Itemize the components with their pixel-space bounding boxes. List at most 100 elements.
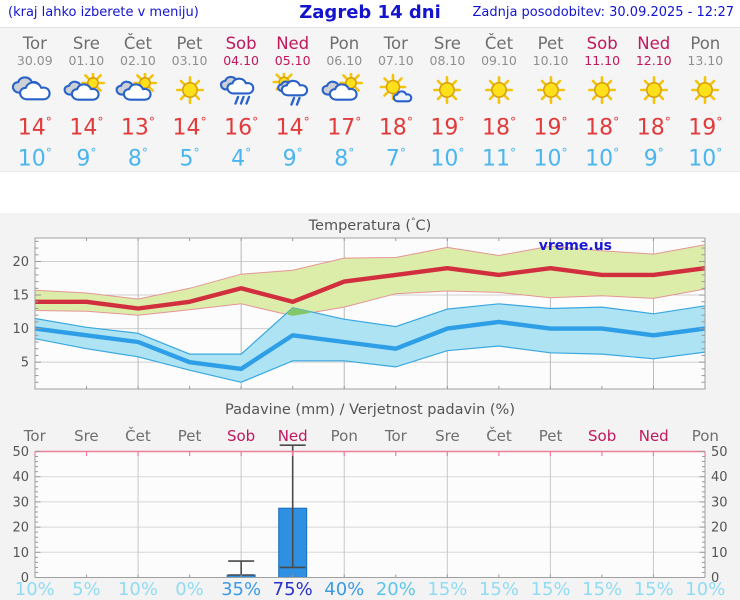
day-date: 01.10 — [68, 53, 105, 68]
tmin-label: 7° — [385, 146, 406, 172]
precip-day-label: Sre — [435, 427, 460, 445]
last-update: Zadnja posodobitev: 30.09.2025 - 12:27 — [472, 5, 734, 20]
precip-prob-label: 15% — [530, 579, 571, 600]
cloudy-icon — [11, 76, 51, 101]
partly-sunny-icon — [321, 71, 364, 101]
partly-sunny-icon — [115, 71, 157, 101]
day-column: Pon 13.10 19° 10° — [680, 28, 732, 172]
temperature-chart: 5 10 15 20 vreme.us — [12, 237, 706, 390]
day-name: Ned — [637, 34, 671, 53]
precip-prob-label: 20% — [375, 579, 416, 600]
forecast-strip: Tor 30.09 14° 10° Sre 01.10 14° 9° Čet 02.10 13° 8°… — [0, 27, 740, 172]
svg-text:10: 10 — [12, 546, 29, 561]
day-name: Pet — [537, 34, 564, 53]
tmin-label: 4° — [231, 146, 252, 172]
sunny-icon — [639, 76, 668, 105]
sunny-icon — [691, 76, 720, 105]
tmin-label: 11° — [481, 146, 517, 172]
day-date: 08.10 — [429, 53, 466, 68]
day-date: 05.10 — [274, 53, 311, 68]
tmin-label: 5° — [179, 146, 200, 172]
day-icon-wrap — [473, 73, 525, 107]
precip-day-label: Sre — [74, 427, 99, 445]
tmax-label: 18° — [481, 115, 517, 141]
tmax-label: 18° — [636, 115, 671, 141]
tmax-label: 19° — [533, 115, 568, 141]
precip-prob-label: 15% — [478, 579, 519, 600]
day-icon-wrap — [628, 73, 680, 107]
tmin-label: 10° — [430, 146, 465, 172]
day-date: 06.10 — [326, 53, 363, 68]
tmin-label: 10° — [17, 146, 52, 172]
sunny-icon — [588, 76, 617, 105]
day-name: Sre — [72, 34, 100, 53]
day-icon-wrap — [267, 70, 319, 107]
tmax-label: 16° — [224, 115, 259, 141]
menu-hint: (kraj lahko izberete v meniju) — [8, 5, 199, 20]
precip-day-label: Čet — [125, 427, 151, 445]
day-column: Sre 08.10 19° 10° — [422, 28, 474, 172]
precip-prob-label: 15% — [427, 579, 468, 600]
precipitation-probability-row: 10% 5% 10% 0% 35% 75% 40% 20% 15% 15% 15% 15% 15% 10% — [0, 580, 740, 600]
band-overlap — [287, 307, 311, 316]
day-date: 10.10 — [532, 53, 569, 68]
tmax-label: 14° — [172, 115, 207, 141]
sunny-icon — [484, 76, 513, 105]
rain-icon — [220, 75, 255, 105]
precip-prob-label: 0% — [175, 579, 204, 600]
precip-prob-label: 40% — [324, 579, 365, 600]
day-date: 11.10 — [584, 53, 621, 68]
day-name: Tor — [22, 34, 47, 53]
day-icon-wrap — [525, 73, 577, 107]
day-column: Čet 02.10 13° 8° — [112, 28, 164, 172]
tmin-label: 9° — [76, 146, 97, 172]
precip-prob-label: 10% — [685, 579, 726, 600]
day-date: 04.10 — [223, 53, 259, 68]
day-column: Pet 03.10 14° 5° — [164, 28, 216, 172]
sunny-icon — [536, 76, 565, 105]
svg-text:0: 0 — [711, 571, 719, 586]
svg-text:40: 40 — [12, 470, 29, 485]
day-column: Pet 10.10 19° 10° — [525, 28, 577, 172]
day-column: Tor 30.09 14° 10° — [9, 28, 61, 172]
sun-rain-icon — [272, 70, 308, 106]
day-column: Sre 01.10 14° 9° — [61, 28, 113, 172]
svg-text:30: 30 — [12, 495, 29, 510]
svg-text:30: 30 — [711, 495, 728, 510]
sunny-icon — [433, 76, 462, 105]
precip-prob-label: 15% — [582, 579, 623, 600]
tmax-label: 14° — [69, 115, 104, 141]
svg-text:10: 10 — [12, 322, 29, 337]
day-column: Čet 09.10 18° 11° — [473, 28, 525, 172]
day-name: Tor — [383, 34, 408, 53]
precip-day-label: Pon — [691, 427, 719, 445]
day-icon-wrap — [215, 73, 267, 107]
svg-text:5: 5 — [21, 356, 29, 371]
day-date: 30.09 — [16, 53, 53, 68]
day-date: 09.10 — [481, 53, 517, 68]
tmax-label: 17° — [327, 115, 362, 141]
svg-text:50: 50 — [12, 445, 29, 460]
precip-day-label: Pon — [330, 427, 358, 445]
precipitation-day-labels: Tor Sre Čet Pet Sob Ned Pon Tor Sre Čet Pet Sob Ned P… — [0, 427, 740, 445]
svg-text:10: 10 — [711, 546, 728, 561]
mostly-sunny-icon — [379, 73, 413, 103]
tmax-label: 14° — [17, 115, 52, 141]
svg-text:40: 40 — [711, 470, 728, 485]
watermark: vreme.us — [539, 238, 612, 254]
page-title: Zagreb 14 dni — [299, 2, 441, 23]
day-column: Sob 04.10 16° 4° — [215, 28, 267, 172]
tmax-label: 14° — [275, 115, 310, 141]
precip-prob-label: 15% — [633, 579, 674, 600]
svg-text:15: 15 — [12, 289, 29, 304]
precip-day-label: Pet — [538, 427, 563, 445]
tmax-label: 13° — [120, 115, 155, 141]
svg-text:20: 20 — [12, 255, 29, 270]
day-icon-wrap — [576, 73, 628, 107]
tmax-line — [35, 266, 706, 311]
tmax-label: 19° — [430, 115, 465, 141]
tmin-label: 9° — [282, 146, 303, 172]
day-date: 07.10 — [377, 53, 414, 68]
tmin-label: 10° — [533, 146, 568, 172]
day-icon-wrap — [9, 73, 61, 107]
